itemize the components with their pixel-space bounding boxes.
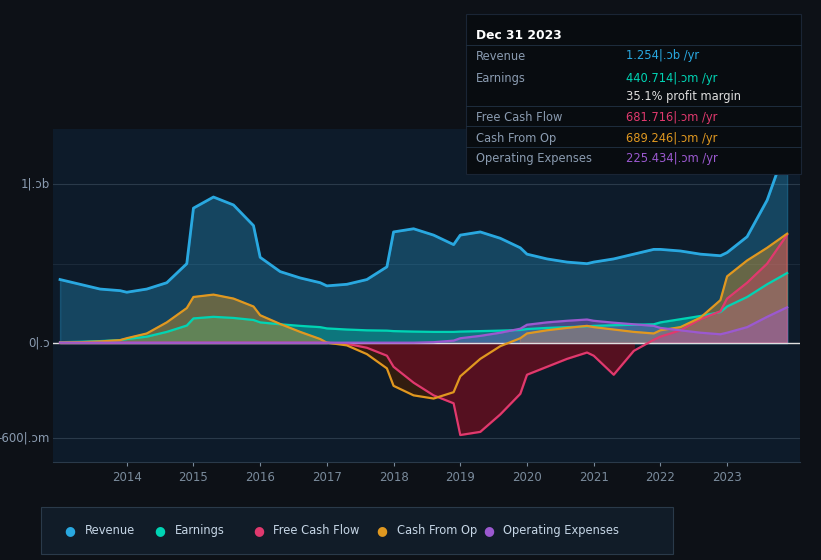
Text: ●: ● — [483, 524, 494, 537]
Text: Free Cash Flow: Free Cash Flow — [476, 111, 562, 124]
Text: 1.254|.ɔb /yr: 1.254|.ɔb /yr — [626, 49, 699, 63]
Text: 35.1% profit margin: 35.1% profit margin — [626, 90, 741, 104]
Text: 689.246|.ɔm /yr: 689.246|.ɔm /yr — [626, 132, 718, 145]
Text: ●: ● — [154, 524, 166, 537]
Text: Revenue: Revenue — [476, 49, 526, 63]
Text: Operating Expenses: Operating Expenses — [503, 524, 619, 537]
Text: Dec 31 2023: Dec 31 2023 — [476, 29, 562, 42]
Text: -600|.ɔm: -600|.ɔm — [0, 432, 49, 445]
Text: Earnings: Earnings — [175, 524, 225, 537]
Text: Operating Expenses: Operating Expenses — [476, 152, 592, 165]
Text: Cash From Op: Cash From Op — [397, 524, 477, 537]
Text: Earnings: Earnings — [476, 72, 526, 85]
Text: ●: ● — [253, 524, 264, 537]
Text: Cash From Op: Cash From Op — [476, 132, 557, 145]
Text: 225.434|.ɔm /yr: 225.434|.ɔm /yr — [626, 152, 718, 165]
Text: 440.714|.ɔm /yr: 440.714|.ɔm /yr — [626, 72, 718, 85]
Text: 681.716|.ɔm /yr: 681.716|.ɔm /yr — [626, 111, 718, 124]
Text: 1|.ɔb: 1|.ɔb — [21, 178, 49, 191]
Text: ●: ● — [376, 524, 388, 537]
Text: Revenue: Revenue — [85, 524, 135, 537]
Text: 0|.ɔ: 0|.ɔ — [28, 337, 49, 349]
Text: Free Cash Flow: Free Cash Flow — [273, 524, 360, 537]
Text: ●: ● — [64, 524, 76, 537]
